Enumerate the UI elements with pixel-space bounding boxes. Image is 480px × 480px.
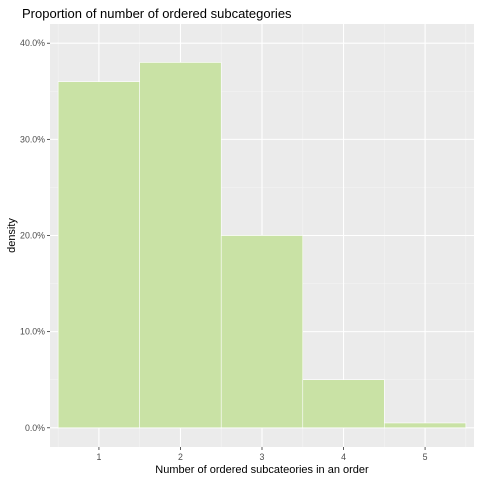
y-tick-label: 10.0% <box>20 327 45 337</box>
y-axis-title: density <box>6 218 18 253</box>
x-axis-ticks: 1 2 3 4 5 <box>96 447 428 462</box>
bar-2 <box>139 62 222 429</box>
y-tick-label: 0.0% <box>25 423 45 433</box>
y-tick-label: 30.0% <box>20 134 45 144</box>
x-tick-label: 4 <box>341 452 346 462</box>
bar-5 <box>384 422 467 429</box>
chart-title: Proportion of number of ordered subcateg… <box>22 6 292 21</box>
bar-1 <box>57 81 140 429</box>
y-tick-label: 20.0% <box>20 231 45 241</box>
x-tick-label: 1 <box>96 452 101 462</box>
bar-series <box>57 62 467 429</box>
x-tick-label: 3 <box>260 452 265 462</box>
bar-3 <box>220 235 304 429</box>
x-tick-label: 2 <box>178 452 183 462</box>
bar-4 <box>302 379 385 429</box>
x-axis-title: Number of ordered subcateories in an ord… <box>155 464 369 476</box>
x-tick-label: 5 <box>423 452 428 462</box>
y-axis-ticks: 0.0% 10.0% 20.0% 30.0% 40.0% <box>20 38 50 433</box>
y-tick-label: 40.0% <box>20 38 45 48</box>
